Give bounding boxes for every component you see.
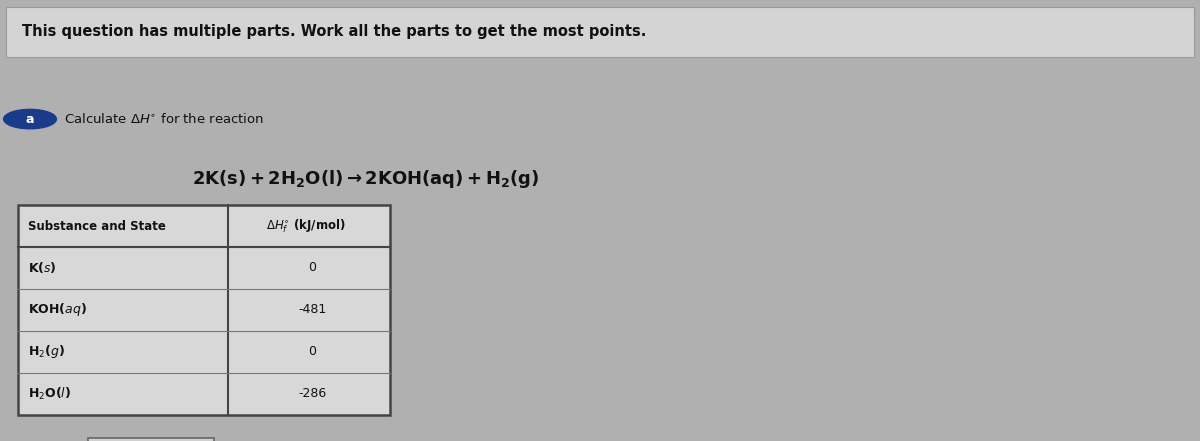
Text: H$_2$O($\mathit{l}$): H$_2$O($\mathit{l}$) <box>28 385 71 402</box>
Text: a: a <box>25 112 35 126</box>
Bar <box>6 7 1194 57</box>
Text: 0: 0 <box>308 262 317 274</box>
Text: 0: 0 <box>308 345 317 358</box>
Text: $\Delta H_f^{\circ}$ (kJ/mol): $\Delta H_f^{\circ}$ (kJ/mol) <box>266 217 346 235</box>
Text: Substance and State: Substance and State <box>28 220 166 232</box>
Circle shape <box>4 109 56 129</box>
Text: $\mathbf{2K(}$$\mathit{\mathbf{s}}$$\mathbf{) + 2H_2O(}$$\mathit{\mathbf{l}}$$\m: $\mathbf{2K(}$$\mathit{\mathbf{s}}$$\mat… <box>192 168 540 190</box>
Text: -481: -481 <box>298 303 326 316</box>
Bar <box>88 438 214 441</box>
Bar <box>18 205 390 415</box>
Text: KOH($\mathit{aq}$): KOH($\mathit{aq}$) <box>28 301 86 318</box>
Text: H$_2$($\mathit{g}$): H$_2$($\mathit{g}$) <box>28 343 65 360</box>
Text: K($\mathit{s}$): K($\mathit{s}$) <box>28 260 56 276</box>
Text: Calculate $\Delta H^{\circ}$ for the reaction: Calculate $\Delta H^{\circ}$ for the rea… <box>64 112 264 126</box>
Text: -286: -286 <box>298 387 326 400</box>
Text: This question has multiple parts. Work all the parts to get the most points.: This question has multiple parts. Work a… <box>22 24 646 39</box>
